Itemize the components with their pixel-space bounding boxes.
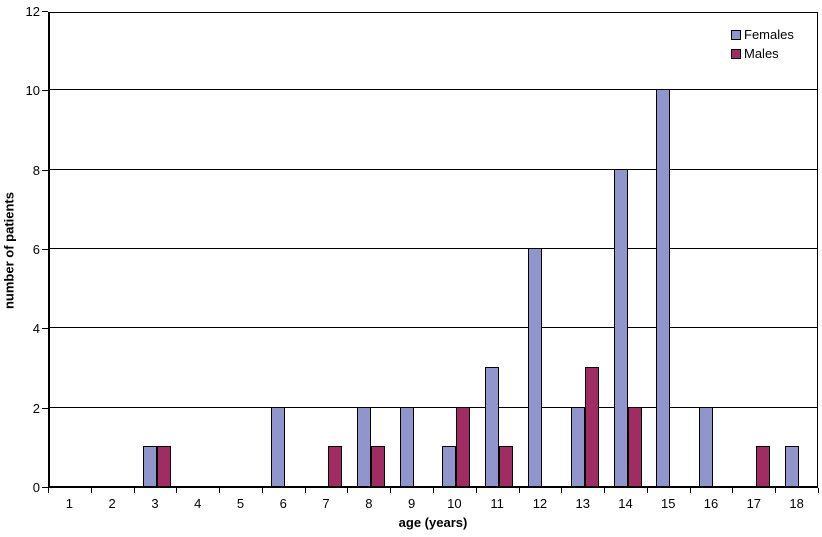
y-tick-mark-2 — [42, 407, 48, 409]
bar-males-age-10 — [456, 406, 471, 486]
x-tick-mark-3 — [176, 488, 178, 493]
x-tick-label-13: 13 — [575, 496, 590, 511]
x-tick-label-12: 12 — [532, 496, 548, 511]
plot-area — [48, 12, 818, 488]
bar-females-age-12 — [527, 248, 542, 486]
x-tick-mark-5 — [261, 488, 263, 493]
legend-item-females: Females — [731, 28, 794, 42]
x-tick-mark-11 — [518, 488, 520, 493]
bar-females-age-9 — [399, 406, 414, 486]
bar-females-age-10 — [442, 446, 457, 486]
x-tick-mark-13 — [604, 488, 606, 493]
legend-swatch-females — [731, 30, 741, 40]
legend-swatch-males — [731, 49, 741, 59]
y-tick-mark-6 — [42, 249, 48, 250]
bar-males-age-8 — [370, 446, 385, 486]
bar-females-age-16 — [699, 406, 714, 486]
bar-females-age-3 — [142, 446, 157, 486]
x-tick-label-5: 5 — [236, 496, 245, 511]
x-tick-label-3: 3 — [151, 496, 159, 511]
bar-females-age-8 — [356, 406, 371, 486]
y-tick-label-0: 0 — [32, 480, 40, 495]
legend: Females Males — [731, 28, 794, 66]
bar-males-age-7 — [328, 446, 343, 486]
y-tick-mark-8 — [42, 169, 48, 171]
x-tick-mark-15 — [689, 488, 691, 493]
legend-label-males: Males — [744, 46, 779, 61]
bar-males-age-3 — [156, 446, 171, 486]
bar-females-age-15 — [656, 89, 671, 486]
y-tick-mark-4 — [42, 328, 48, 330]
x-tick-mark-14 — [646, 488, 648, 493]
x-tick-label-9: 9 — [407, 496, 416, 511]
x-tick-label-11: 11 — [490, 496, 504, 511]
bar-females-age-11 — [485, 367, 500, 486]
y-tick-mark-0 — [42, 487, 48, 488]
x-tick-mark-17 — [775, 488, 777, 493]
x-tick-mark-1 — [90, 488, 92, 493]
y-tick-mark-12 — [42, 11, 48, 12]
bar-females-age-13 — [570, 406, 585, 486]
x-tick-mark-10 — [475, 488, 477, 493]
x-tick-label-7: 7 — [322, 496, 330, 511]
x-tick-mark-7 — [347, 488, 349, 493]
y-tick-label-8: 8 — [32, 162, 40, 178]
x-tick-label-16: 16 — [703, 496, 719, 511]
x-tick-mark-8 — [390, 488, 392, 493]
y-tick-mark-10 — [42, 90, 48, 92]
bar-males-age-17 — [755, 446, 770, 486]
legend-label-females: Females — [744, 27, 794, 42]
x-tick-label-4: 4 — [194, 496, 202, 511]
x-tick-mark-6 — [304, 488, 306, 493]
y-tick-label-10: 10 — [25, 83, 40, 99]
bar-females-age-18 — [784, 446, 799, 486]
gridline-y-2 — [50, 406, 817, 408]
bar-males-age-14 — [627, 406, 642, 486]
gridline-y-6 — [50, 248, 817, 249]
x-tick-label-15: 15 — [661, 496, 676, 511]
y-tick-label-2: 2 — [32, 400, 40, 416]
legend-item-males: Males — [731, 47, 794, 61]
x-tick-mark-12 — [561, 488, 563, 493]
gridline-y-10 — [50, 89, 817, 91]
x-tick-label-14: 14 — [618, 496, 633, 511]
x-tick-label-10: 10 — [447, 496, 462, 511]
x-tick-mark-9 — [433, 488, 434, 493]
x-tick-mark-0 — [48, 488, 49, 493]
y-tick-label-12: 12 — [25, 4, 40, 19]
bar-males-age-13 — [584, 367, 599, 486]
bar-females-age-6 — [271, 406, 286, 486]
x-tick-mark-16 — [732, 488, 734, 493]
x-tick-label-1: 1 — [65, 496, 73, 511]
x-tick-label-17: 17 — [746, 496, 762, 511]
x-axis-title: age (years) — [398, 515, 468, 530]
x-tick-label-6: 6 — [279, 496, 287, 511]
x-tick-label-2: 2 — [108, 496, 116, 511]
y-tick-label-4: 4 — [32, 321, 40, 337]
gridline-y-8 — [50, 168, 817, 170]
x-tick-mark-4 — [219, 488, 221, 493]
gridline-y-4 — [50, 327, 817, 329]
bar-females-age-14 — [613, 168, 628, 486]
x-tick-mark-18 — [818, 488, 819, 493]
x-tick-label-18: 18 — [789, 496, 804, 511]
bar-males-age-11 — [499, 446, 514, 486]
x-tick-label-8: 8 — [365, 496, 373, 511]
y-tick-label-6: 6 — [32, 242, 40, 257]
x-tick-mark-2 — [133, 488, 135, 493]
